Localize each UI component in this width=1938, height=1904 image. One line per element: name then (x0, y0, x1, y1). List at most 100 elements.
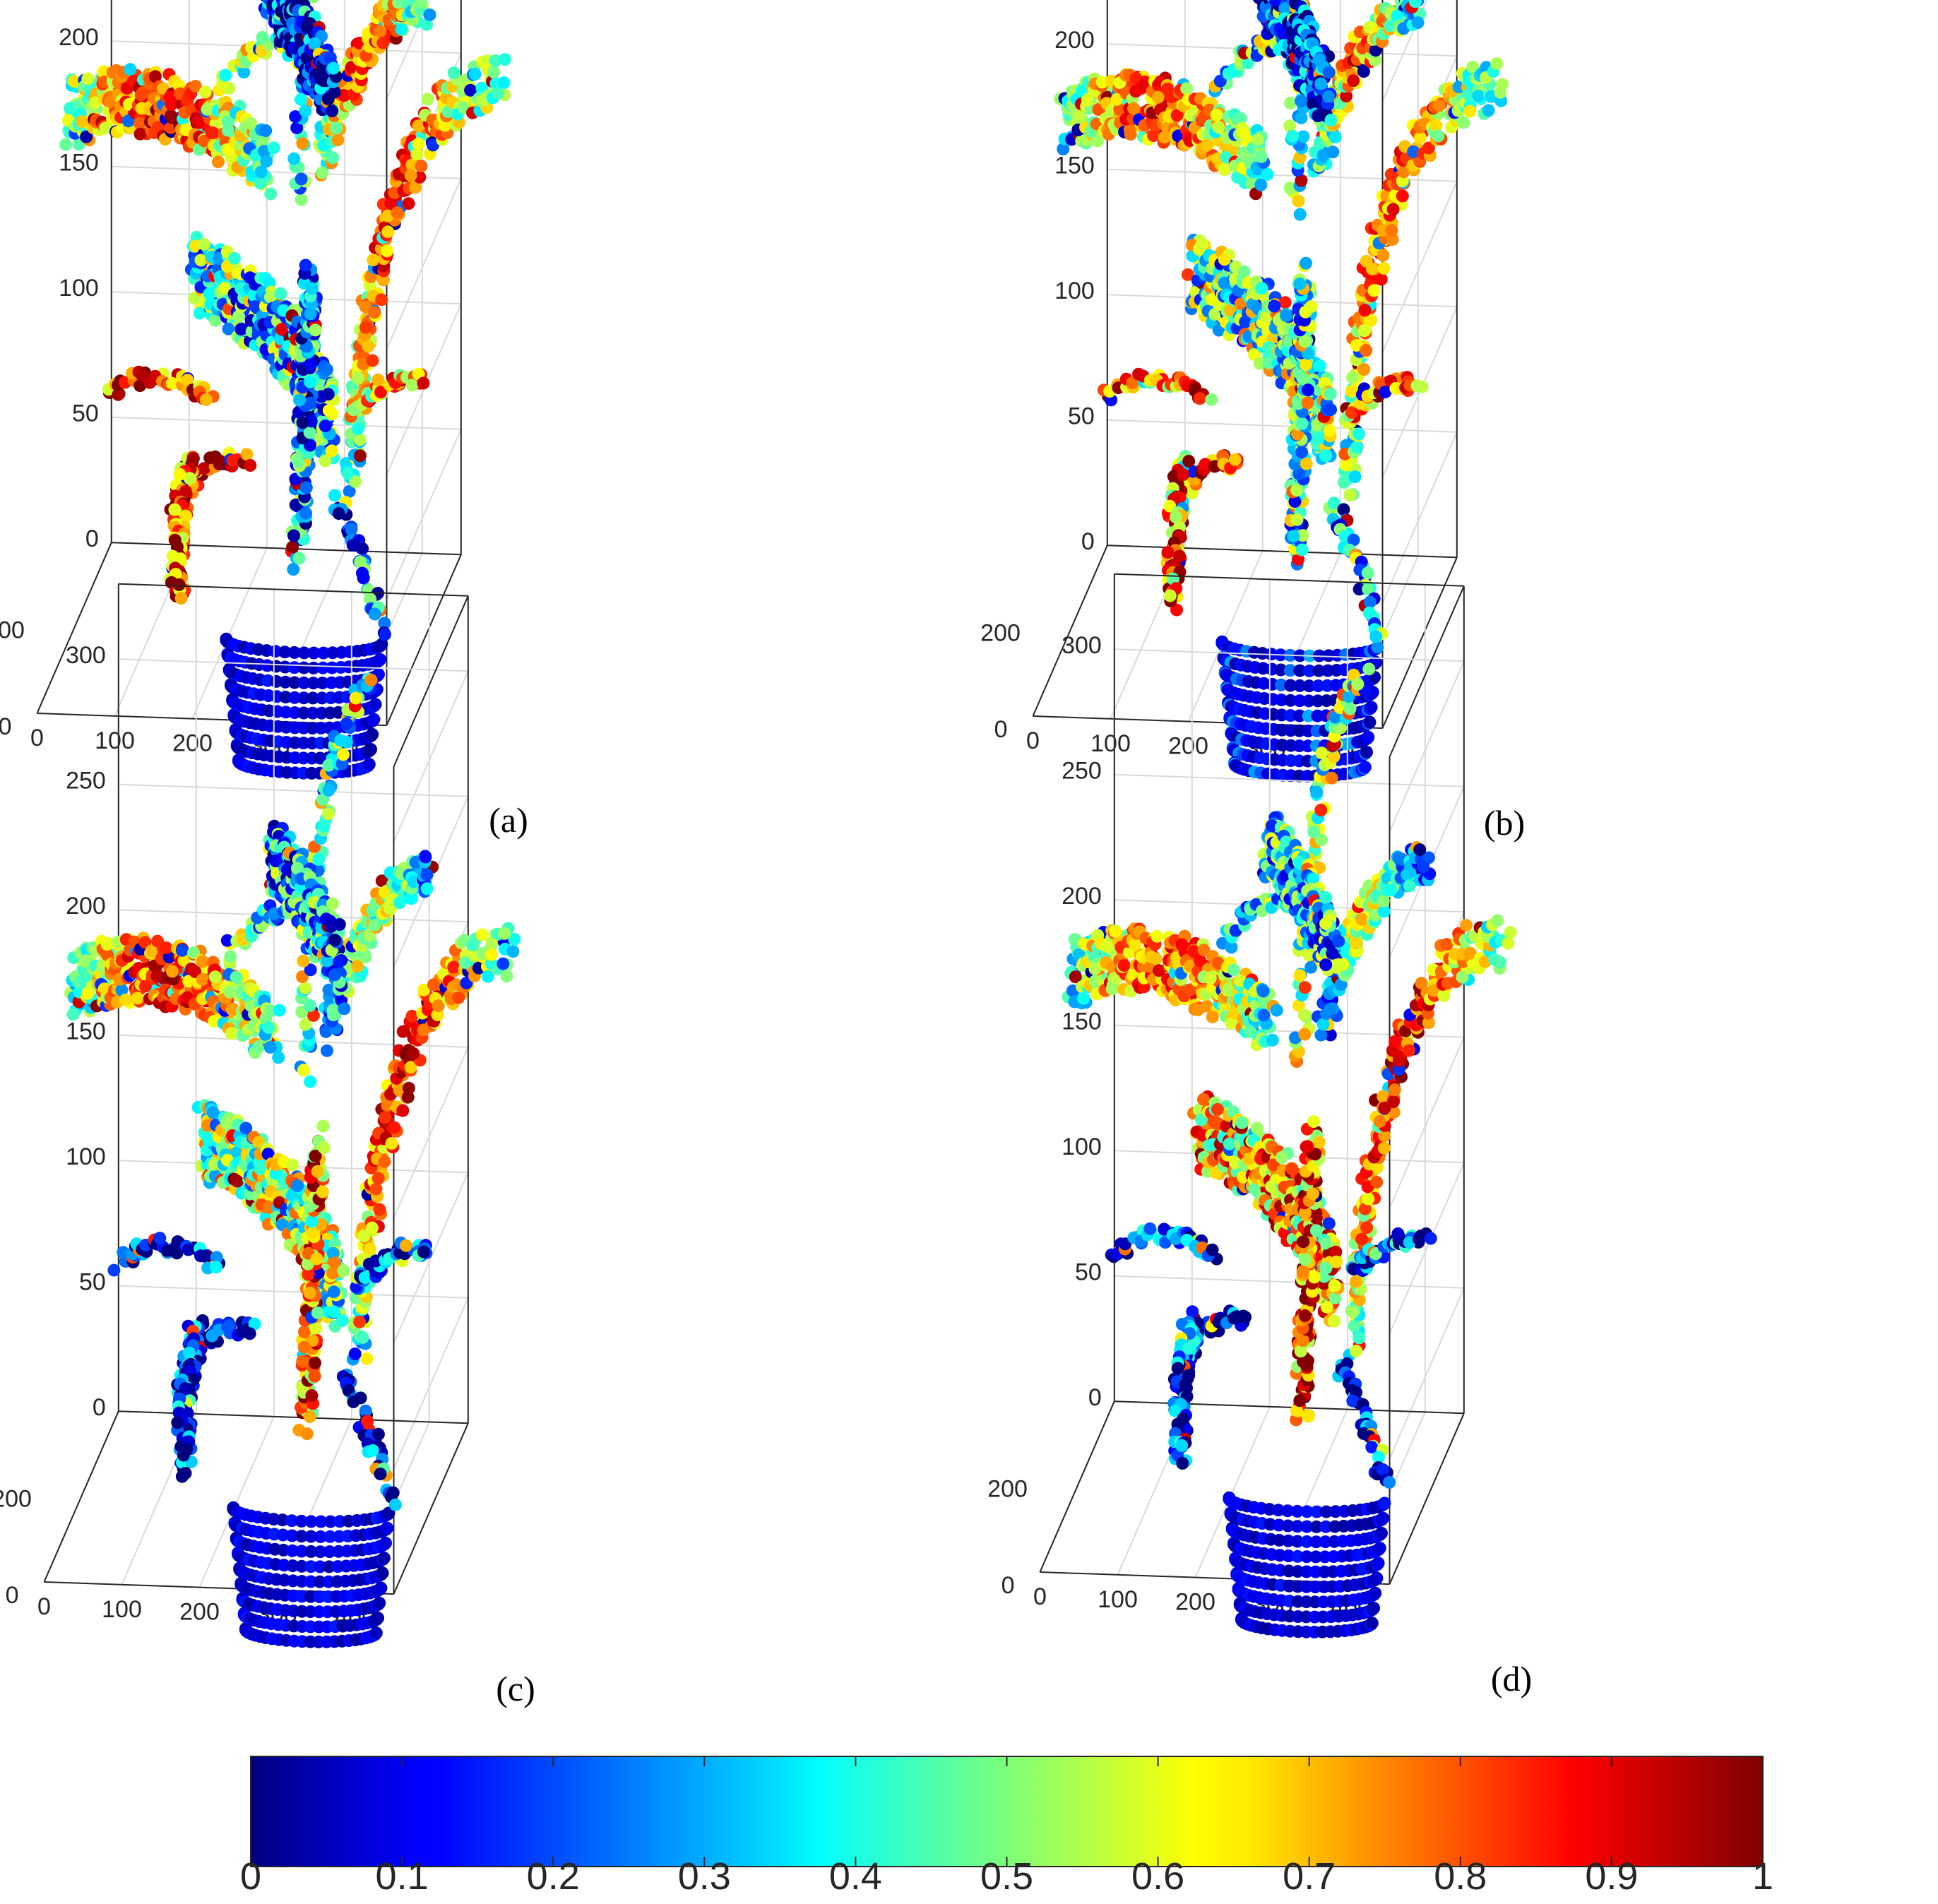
grid-line (111, 291, 461, 305)
point (295, 193, 308, 206)
point (1350, 440, 1364, 453)
grid-line (386, 178, 462, 350)
point (371, 374, 385, 386)
point (1363, 595, 1377, 609)
y-tick-label: 0 (0, 713, 12, 740)
point (234, 323, 248, 336)
point (297, 676, 311, 689)
point (288, 706, 302, 720)
point (1255, 282, 1268, 295)
x-tick-label: 100 (1090, 730, 1131, 757)
x-tick-label: 0 (1026, 727, 1040, 754)
x-tick-label: 100 (102, 1596, 142, 1623)
point (351, 422, 364, 436)
point (1313, 359, 1326, 373)
point (260, 155, 273, 168)
point (325, 444, 338, 458)
point (292, 552, 306, 565)
point (1293, 208, 1307, 221)
point (59, 138, 73, 151)
point (309, 323, 322, 337)
point (304, 396, 317, 410)
point (368, 607, 381, 621)
point (212, 155, 225, 169)
point (362, 340, 375, 353)
point (1396, 189, 1409, 203)
point (264, 187, 278, 201)
x-tick-label: 100 (95, 727, 135, 754)
point (379, 1536, 392, 1549)
z-tick-label: 100 (66, 1143, 106, 1170)
point (1432, 129, 1445, 143)
z-tick-label: 50 (72, 400, 99, 427)
axis-line (393, 595, 469, 767)
point (307, 661, 320, 674)
x-tick-label: 200 (1168, 733, 1208, 760)
point (295, 93, 308, 106)
point (297, 646, 311, 660)
point (447, 66, 460, 80)
point (287, 645, 301, 659)
grid-line (1381, 432, 1458, 603)
y-tick-label: 200 (980, 620, 1021, 647)
point (1295, 543, 1309, 557)
z-tick-label: 0 (1081, 528, 1095, 555)
z-tick-label: 150 (59, 150, 99, 177)
point-cloud (59, 0, 511, 780)
point (402, 197, 415, 210)
point (287, 563, 300, 576)
point (1300, 457, 1313, 470)
z-tick-label: 150 (1054, 153, 1095, 179)
point (1496, 78, 1509, 91)
point (1124, 128, 1137, 141)
point (405, 379, 419, 392)
y-tick-label: 200 (0, 1486, 32, 1513)
z-tick-label: 200 (1054, 27, 1095, 54)
point (267, 141, 280, 155)
point (288, 691, 302, 704)
x-tick-label: 200 (179, 1599, 220, 1626)
grid-line (393, 670, 469, 843)
point (173, 468, 186, 481)
point (1362, 730, 1375, 744)
point (1261, 167, 1274, 181)
point (1296, 371, 1309, 385)
point (80, 130, 93, 143)
point (240, 448, 254, 461)
point (307, 677, 320, 690)
point (1210, 108, 1223, 121)
point (1324, 403, 1338, 416)
point (375, 638, 388, 651)
y-tick-label: 0 (994, 716, 1008, 743)
point (288, 676, 301, 689)
point (1295, 95, 1308, 108)
z-tick-label: 300 (66, 642, 106, 669)
point (1386, 203, 1400, 216)
point (198, 134, 211, 148)
point-cloud (1054, 0, 1509, 783)
point (287, 152, 301, 165)
point (64, 102, 76, 115)
point (1299, 256, 1312, 270)
point (1432, 99, 1446, 112)
point (362, 758, 376, 771)
point (1490, 57, 1504, 71)
point (1377, 262, 1391, 275)
point (1177, 468, 1190, 481)
point (1457, 116, 1470, 129)
axis-line (393, 1422, 469, 1595)
point (148, 70, 162, 83)
point (1385, 224, 1398, 237)
y-tick-label: 200 (0, 617, 25, 644)
point (1312, 53, 1326, 66)
z-tick-label: 0 (85, 525, 99, 552)
point (381, 1521, 394, 1535)
point (381, 225, 395, 239)
z-tick-label: 150 (66, 1018, 106, 1045)
point (278, 645, 292, 659)
point (1361, 566, 1374, 580)
point (359, 321, 372, 334)
point (259, 124, 273, 137)
point (299, 506, 312, 520)
point (374, 1581, 388, 1595)
